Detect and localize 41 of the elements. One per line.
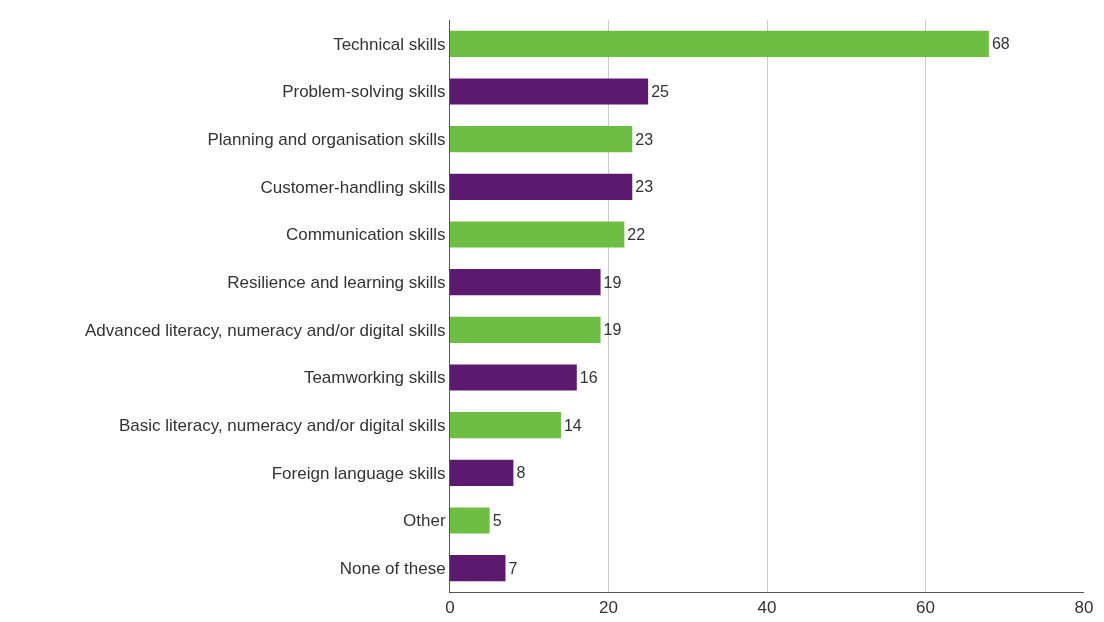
x-tick-label: 0 [445,598,455,618]
y-tick-label: None of these [339,559,446,579]
data-label: 7 [508,559,518,577]
bar [450,269,601,296]
bar [450,507,490,534]
y-tick-label: Other [403,511,446,531]
data-label: 5 [492,512,502,529]
x-tick-label: 80 [1074,598,1094,618]
y-tick-label: Problem-solving skills [282,82,446,102]
data-label: 23 [635,130,654,148]
y-tick-label: Communication skills [285,225,446,245]
y-tick-label: Teamworking skills [303,368,446,388]
bar [450,221,625,248]
bar [450,364,577,391]
data-label: 14 [563,416,582,434]
data-label: 8 [516,464,526,482]
data-label: 16 [579,369,598,386]
bar [450,173,633,200]
bar [450,316,601,343]
data-label: 23 [635,178,654,196]
bar [450,126,633,153]
bar [450,459,514,486]
y-tick-label: Advanced literacy, numeracy and/or digital skills [84,320,446,340]
data-label: 19 [603,273,622,291]
data-label: 22 [627,226,646,243]
bar [450,555,506,582]
y-tick-label: Planning and organisation skills [207,130,446,150]
x-tick-label: 20 [599,598,618,618]
bar [450,30,989,57]
data-label: 19 [603,321,622,339]
y-tick-label: Foreign language skills [271,463,446,483]
bar [450,78,649,105]
y-tick-label: Basic literacy, numeracy and/or digital skills [119,416,446,436]
data-label: 68 [991,35,1010,53]
x-tick-label: 40 [757,598,777,618]
x-tick-label: 60 [916,598,935,618]
y-tick-label: Customer-handling skills [260,177,446,197]
data-label: 25 [651,83,670,100]
bar [450,412,561,439]
y-tick-label: Technical skills [333,34,446,54]
y-tick-label: Resilience and learning skills [227,273,446,293]
